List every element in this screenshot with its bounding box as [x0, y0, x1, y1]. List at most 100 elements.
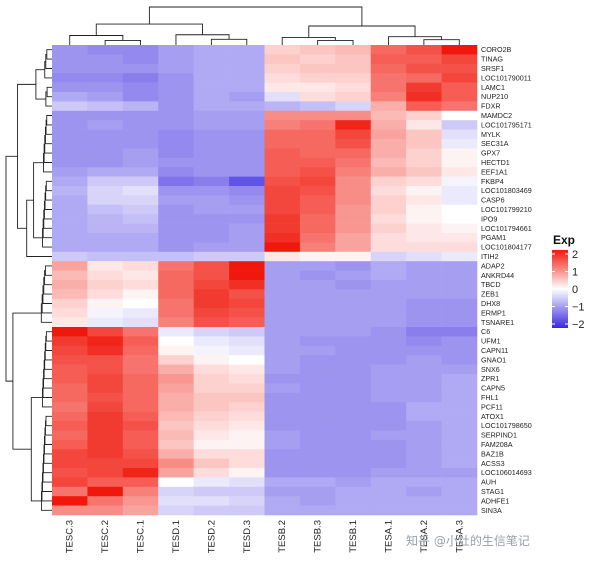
- row-label: FAM208A: [481, 440, 513, 449]
- heatmap-cell: [264, 374, 301, 384]
- heatmap-cell: [229, 477, 265, 488]
- heatmap-cell: [335, 374, 372, 384]
- heatmap-cell: [299, 167, 336, 177]
- legend-tick-label: 2: [572, 249, 578, 261]
- heatmap-cell: [406, 430, 442, 441]
- heatmap-cell: [406, 45, 442, 55]
- heatmap-cell: [370, 411, 407, 422]
- heatmap-cell: [52, 308, 88, 318]
- heatmap-cell: [370, 468, 407, 478]
- heatmap-cell: [406, 92, 442, 102]
- heatmap-cell: [193, 421, 230, 431]
- heatmap-cell: [406, 73, 442, 83]
- heatmap-cell: [87, 355, 124, 365]
- heatmap-cell: [406, 110, 442, 121]
- heatmap-cell: [441, 355, 478, 365]
- heatmap-cell: [158, 402, 194, 412]
- heatmap-cell: [370, 270, 407, 281]
- heatmap-cell: [264, 468, 301, 478]
- heatmap-cell: [87, 261, 124, 271]
- heatmap-cell: [406, 251, 442, 262]
- dendrogram-branch: [46, 115, 52, 126]
- column-label: TESA.1: [383, 520, 394, 553]
- heatmap-cell: [122, 167, 159, 177]
- heatmap-cell: [264, 120, 301, 130]
- heatmap-cell: [370, 317, 407, 328]
- heatmap-cell: [299, 204, 336, 215]
- heatmap-cell: [441, 383, 478, 394]
- row-label: HECTD1: [481, 158, 510, 167]
- heatmap-cell: [122, 364, 159, 375]
- heatmap-cell: [158, 317, 194, 328]
- heatmap-cell: [406, 308, 442, 318]
- heatmap-cell: [406, 496, 442, 506]
- heatmap-cell: [335, 402, 372, 412]
- heatmap-cell: [52, 157, 88, 168]
- heatmap-cell: [229, 374, 265, 384]
- heatmap-cell: [229, 383, 265, 394]
- heatmap-cell: [264, 195, 301, 206]
- heatmap-cell: [335, 242, 372, 253]
- heatmap-cell: [52, 289, 88, 300]
- heatmap-cell: [52, 496, 88, 506]
- column-label: TESD.2: [206, 520, 217, 553]
- heatmap-cell: [299, 186, 336, 196]
- heatmap-cell: [335, 110, 372, 121]
- heatmap-cell: [193, 261, 230, 271]
- heatmap-cell: [299, 251, 336, 262]
- dendrogram-branch: [46, 86, 52, 98]
- dendrogram-branch: [43, 143, 52, 163]
- heatmap-cell: [229, 120, 265, 130]
- heatmap-cell: [158, 54, 194, 65]
- heatmap-cell: [406, 139, 442, 149]
- heatmap-cell: [52, 345, 88, 356]
- heatmap-cell: [122, 411, 159, 422]
- heatmap-cell: [370, 176, 407, 187]
- row-label: EEF1A1: [481, 167, 508, 176]
- heatmap-cell: [193, 186, 230, 196]
- heatmap-cell: [441, 261, 478, 271]
- heatmap-cell: [229, 251, 265, 262]
- heatmap-cell: [335, 477, 372, 488]
- heatmap-cell: [299, 242, 336, 253]
- heatmap-cell: [299, 73, 336, 83]
- row-label: LOC101798650: [481, 421, 532, 430]
- heatmap-cell: [441, 186, 478, 196]
- heatmap-cell: [299, 317, 336, 328]
- heatmap-cell: [335, 270, 372, 281]
- heatmap-cell: [299, 92, 336, 102]
- heatmap-cell: [229, 195, 265, 206]
- heatmap-cell: [229, 261, 265, 271]
- dendrogram-branch: [42, 285, 52, 304]
- heatmap-cell: [158, 120, 194, 130]
- row-label: PGAM1: [481, 233, 506, 242]
- heatmap-cell: [87, 374, 124, 384]
- heatmap-cell: [122, 345, 159, 356]
- heatmap-cell: [264, 298, 301, 309]
- heatmap-cell: [264, 92, 301, 102]
- heatmap-cell: [335, 54, 372, 65]
- row-label: ADAP2: [481, 261, 505, 270]
- row-label: ANKRD44: [481, 271, 514, 280]
- heatmap-cell: [193, 402, 230, 412]
- heatmap-cell: [87, 477, 124, 488]
- heatmap-cell: [335, 327, 372, 337]
- heatmap-cell: [299, 298, 336, 309]
- row-label: FDXR: [481, 102, 501, 111]
- heatmap-cell: [52, 449, 88, 459]
- heatmap-cell: [370, 458, 407, 469]
- heatmap-cell: [193, 251, 230, 262]
- heatmap-cell: [264, 449, 301, 459]
- heatmap-cell: [122, 261, 159, 271]
- row-label: GPX7: [481, 149, 500, 158]
- row-label: AUH: [481, 478, 496, 487]
- heatmap-cell: [122, 477, 159, 488]
- heatmap-cell: [52, 458, 88, 469]
- heatmap-cell: [122, 148, 159, 159]
- heatmap-cell: [370, 195, 407, 206]
- heatmap-cell: [264, 101, 301, 112]
- heatmap-cell: [370, 214, 407, 224]
- row-label: NUP210: [481, 92, 508, 101]
- heatmap-cell: [52, 261, 88, 271]
- heatmap-cell: [264, 204, 301, 215]
